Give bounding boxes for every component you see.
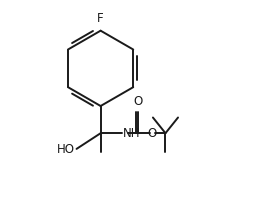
Text: O: O [134, 95, 143, 108]
Text: F: F [97, 13, 104, 25]
Text: NH: NH [122, 127, 140, 140]
Text: O: O [147, 127, 157, 140]
Text: HO: HO [56, 144, 74, 156]
